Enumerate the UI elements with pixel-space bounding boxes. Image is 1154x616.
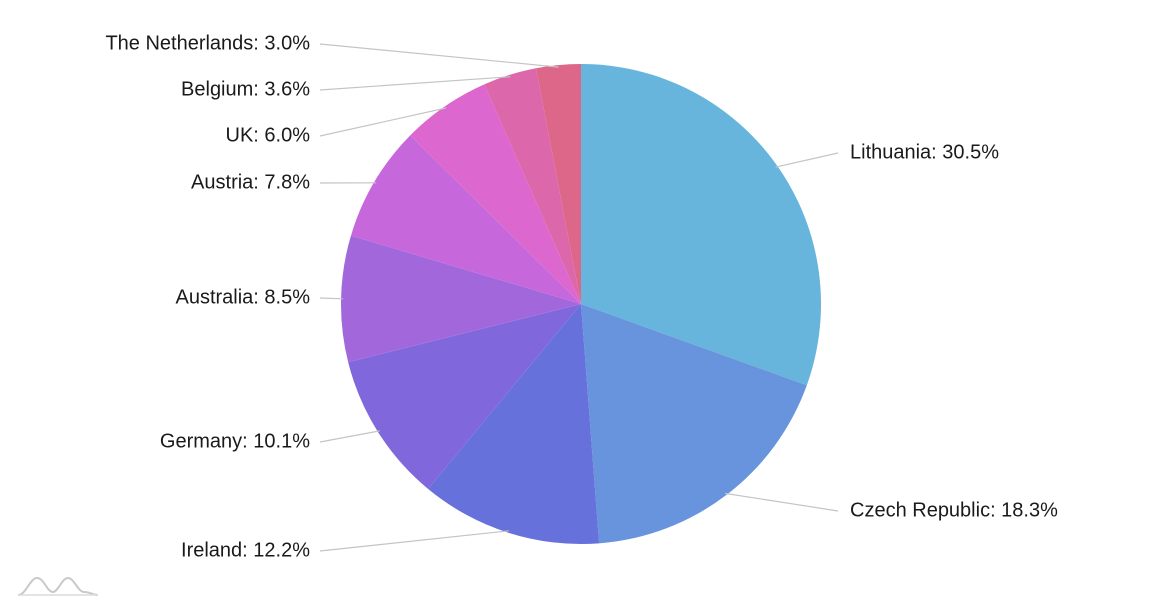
slice-label-austria: Austria: 7.8% (191, 171, 310, 193)
leader-line-germany (320, 431, 380, 442)
slice-label-lithuania: Lithuania: 30.5% (850, 141, 999, 163)
leader-line-lithuania (776, 153, 838, 167)
leader-line-australia (320, 298, 343, 299)
chart-library-logo-icon[interactable] (18, 578, 98, 595)
slices-layer (341, 64, 821, 544)
slice-label-czech-republic: Czech Republic: 18.3% (850, 499, 1058, 521)
slice-label-australia: Australia: 8.5% (175, 286, 310, 308)
leader-line-ireland (320, 531, 509, 551)
slice-label-germany: Germany: 10.1% (160, 430, 310, 452)
leader-line-czech-republic (725, 493, 838, 511)
slice-label-belgium: Belgium: 3.6% (181, 78, 310, 100)
slice-label-ireland: Ireland: 12.2% (181, 539, 310, 561)
slice-label-the-netherlands: The Netherlands: 3.0% (105, 32, 310, 54)
leader-line-the-netherlands (320, 44, 559, 67)
slice-label-uk: UK: 6.0% (226, 124, 311, 146)
